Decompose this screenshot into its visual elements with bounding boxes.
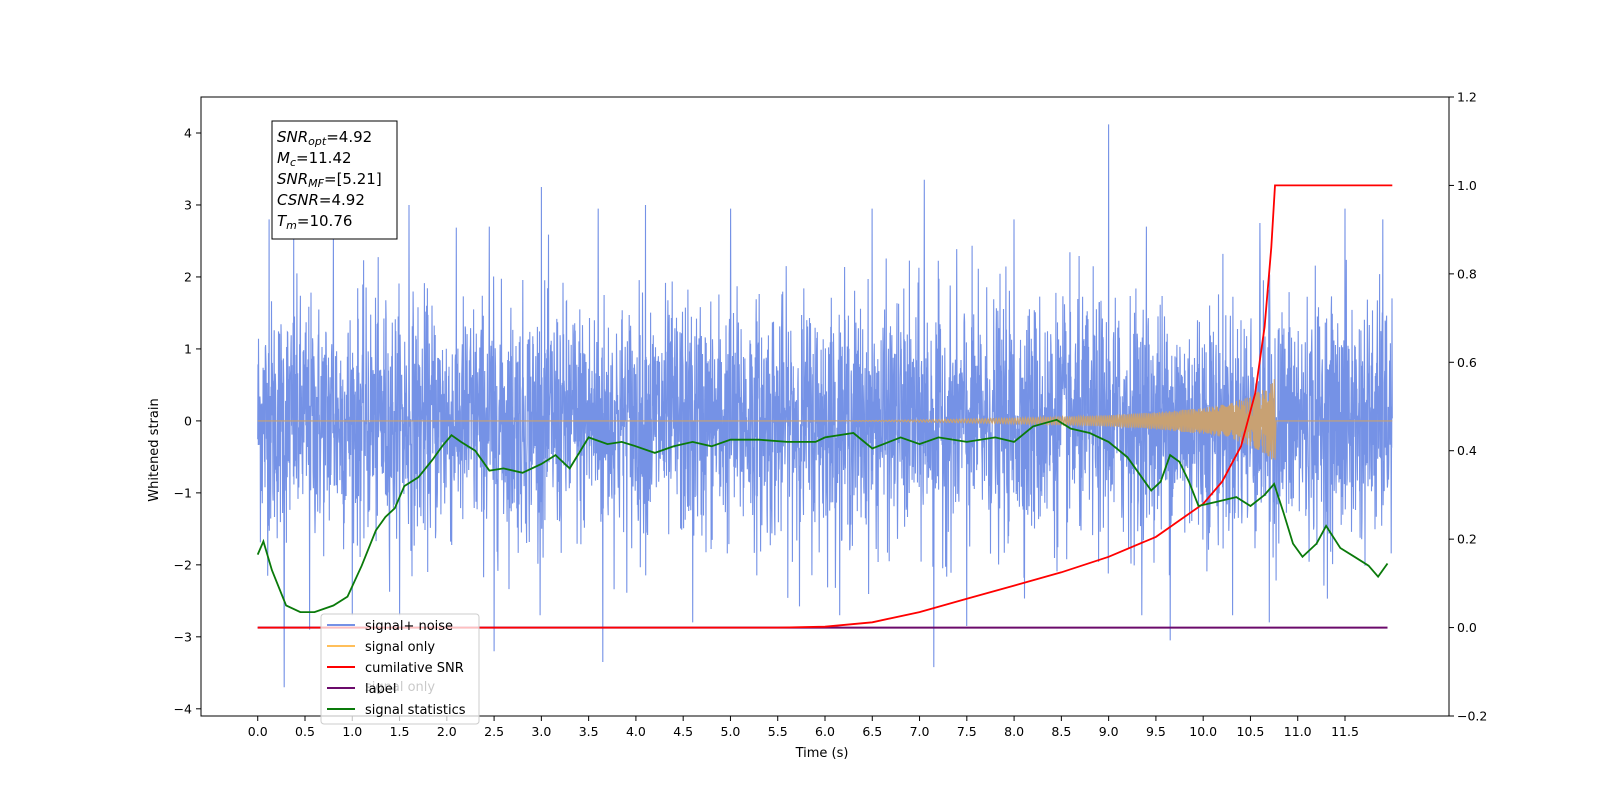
x-tick-label: 10.0	[1189, 724, 1217, 739]
y2-tick-label: −0.2	[1457, 709, 1487, 724]
series-signal-only	[257, 379, 1393, 460]
y-tick-label: −3	[174, 629, 192, 644]
x-tick-label: 1.5	[390, 724, 410, 739]
y-tick-label: −1	[174, 485, 192, 500]
annotation-line: CSNR=4.92	[277, 191, 365, 209]
y-tick-label: 3	[184, 197, 192, 212]
y2-tick-label: 0.0	[1457, 620, 1477, 635]
annotation-frame	[271, 120, 398, 240]
x-tick-label: 9.5	[1146, 724, 1166, 739]
axes: 0.0 0.5 1.0 1.5 2.0 2.5 3.0 3.5 4.0 4.5 5.0 5.5 6.0 6…	[174, 90, 1488, 740]
x-tick-label: 9.0	[1099, 724, 1119, 739]
legend-frame	[320, 613, 480, 725]
series-cumulative-snr	[257, 184, 1393, 629]
legend-label: cumilative SNR	[365, 661, 464, 676]
y-tick-label: 4	[184, 125, 192, 140]
x-tick-label: 6.0	[815, 724, 835, 739]
series-signal-noise	[257, 124, 1393, 688]
y-tick-label: −2	[174, 557, 192, 572]
annotation-symbol: M	[277, 149, 290, 167]
x-tick-label: 1.0	[342, 724, 362, 739]
y2-tick-label: 0.2	[1457, 532, 1477, 547]
x-tick-label: 4.5	[673, 724, 693, 739]
x-tick-label: 10.5	[1237, 724, 1265, 739]
legend-label: signal statistics	[365, 703, 466, 718]
annotation-subscript: c	[290, 156, 296, 169]
x-tick-label: 11.0	[1284, 724, 1312, 739]
x-tick-label: 2.5	[484, 724, 504, 739]
legend-label: signal+ noise	[365, 619, 453, 634]
x-tick-label: 11.5	[1331, 724, 1359, 739]
x-tick-label: 7.0	[910, 724, 930, 739]
y2-tick-label: 0.4	[1457, 443, 1477, 458]
legend-label: label	[365, 682, 396, 697]
x-axis-label: Time (s)	[795, 746, 849, 761]
annotation-symbol: CSNR	[277, 191, 319, 209]
y-tick-label: 0	[184, 413, 192, 428]
y2-tick-label: 1.2	[1457, 90, 1477, 105]
legend-label: signal only	[365, 640, 435, 655]
annotation-value: =10.76	[297, 212, 353, 230]
annotation-value: =4.92	[319, 191, 365, 209]
annotation-value: =[5.21]	[324, 170, 382, 188]
y2-tick-label: 1.0	[1457, 178, 1477, 193]
annotation-subscript: MF	[308, 177, 324, 190]
annotation-symbol: T	[277, 212, 288, 230]
annotation-box: SNRopt=4.92Mc=11.42SNRMF=[5.21]CSNR=4.92…	[271, 120, 398, 240]
annotation-subscript: opt	[308, 135, 327, 148]
annotation-value: =4.92	[326, 128, 372, 146]
annotation-symbol: SNR	[277, 128, 308, 146]
annotation-symbol: SNR	[277, 170, 308, 188]
y2-tick-label: 0.8	[1457, 266, 1477, 281]
x-tick-label: 0.5	[295, 724, 315, 739]
annotation-line: Tm=10.76	[277, 212, 352, 232]
x-tick-label: 3.5	[579, 724, 599, 739]
x-tick-label: 6.5	[862, 724, 882, 739]
x-tick-label: 7.5	[957, 724, 977, 739]
plot-area	[256, 124, 1393, 688]
y-tick-label: −4	[174, 701, 192, 716]
y-tick-label: 2	[184, 269, 192, 284]
x-tick-label: 2.0	[437, 724, 457, 739]
annotation-value: =11.42	[296, 149, 352, 167]
y-axis-label: Whitened strain	[147, 398, 162, 501]
x-tick-label: 3.0	[531, 724, 551, 739]
series-signal-statistics	[256, 418, 1389, 613]
annotation-line: SNRopt=4.92	[277, 128, 372, 148]
x-tick-label: 5.5	[768, 724, 788, 739]
y-tick-label: 1	[184, 341, 192, 356]
annotation-line: Mc=11.42	[277, 149, 352, 169]
annotation-line: SNRMF=[5.21]	[277, 170, 382, 190]
x-tick-label: 0.0	[248, 724, 268, 739]
x-tick-label: 5.0	[721, 724, 741, 739]
y2-tick-label: 0.6	[1457, 355, 1477, 370]
x-tick-label: 8.5	[1051, 724, 1071, 739]
x-tick-label: 4.0	[626, 724, 646, 739]
x-tick-label: 8.0	[1004, 724, 1024, 739]
annotation-subscript: m	[286, 219, 297, 232]
